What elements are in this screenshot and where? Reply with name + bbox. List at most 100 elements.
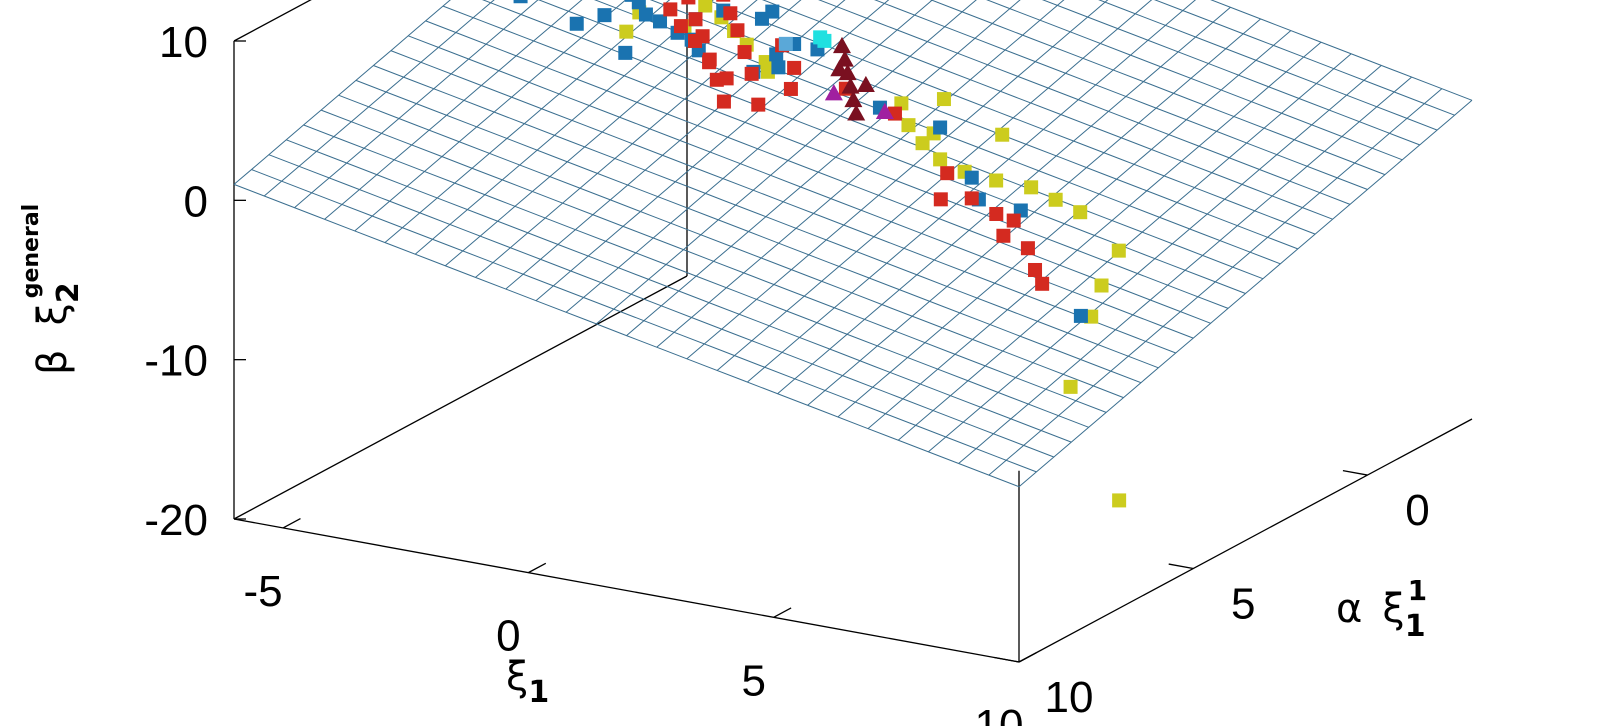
- z-axis-label: β ξ2 general: [19, 204, 86, 375]
- point-4-0: [824, 84, 843, 101]
- x-tick-2: [773, 607, 792, 618]
- point-2-23: [681, 0, 696, 5]
- y-tick-1: [1168, 563, 1194, 570]
- z-axis-label-subscript: 2: [51, 282, 86, 303]
- point-1-26: [1073, 308, 1088, 323]
- point-0-6: [698, 0, 713, 13]
- mesh-line-x-14: [656, 0, 1065, 348]
- point-1-23: [933, 120, 948, 135]
- point-1-27: [569, 16, 584, 31]
- mesh-line-x-2: [294, 0, 539, 209]
- point-0-33: [1112, 493, 1127, 508]
- mesh-line-x-11: [565, 0, 934, 313]
- data-points: [513, 0, 1127, 508]
- z-axis-label-prefix: β: [30, 349, 76, 375]
- mesh-line-x-26: [1018, 99, 1473, 488]
- x-tick-label-2: 5: [741, 656, 765, 705]
- point-3-3: [841, 77, 860, 94]
- y-tick-2: [994, 656, 1020, 663]
- point-0-26: [995, 127, 1010, 142]
- point-2-35: [940, 166, 955, 181]
- z-axis-label-superscript: general: [19, 204, 44, 299]
- point-3-5: [847, 104, 866, 121]
- point-0-32: [1063, 379, 1078, 394]
- point-1-14: [754, 11, 769, 26]
- mesh-line-x-9: [505, 0, 846, 290]
- series-4: [824, 84, 894, 119]
- mesh-line-x-24: [958, 76, 1412, 464]
- z-tick-label-1: 0: [184, 177, 208, 226]
- x-tick-label-0: -5: [244, 567, 283, 616]
- mesh-line-x-5: [384, 0, 671, 243]
- mesh-line-y-3: [1041, 0, 1420, 146]
- mesh-line-x-19: [807, 18, 1262, 406]
- fitted-plane-mesh: [233, 0, 1473, 488]
- mesh-line-x-17: [746, 0, 1197, 383]
- mesh-line-x-25: [988, 88, 1443, 476]
- point-0-18: [901, 118, 916, 133]
- point-0-30: [1094, 278, 1109, 293]
- point-3-0: [832, 36, 851, 54]
- point-0-25: [1073, 205, 1088, 220]
- series-5: [813, 30, 832, 48]
- point-0-20: [933, 152, 948, 167]
- mesh-line-y-2: [1098, 0, 1438, 131]
- point-2-41: [1035, 276, 1050, 291]
- point-2-38: [996, 228, 1011, 243]
- mesh-line-x-20: [837, 30, 1292, 418]
- axis-ticks: [234, 40, 1368, 663]
- z-tick-label-2: -10: [144, 337, 208, 386]
- point-2-28: [716, 94, 731, 109]
- x-axis-label-symbol: ξ: [506, 654, 528, 700]
- point-3-7: [856, 75, 875, 93]
- point-2-39: [1020, 241, 1035, 256]
- point-0-14: [619, 24, 634, 39]
- point-1-4: [624, 0, 639, 2]
- y-axis-label-prefix: α: [1336, 586, 1362, 632]
- box-edge-6: [233, 0, 312, 42]
- z-axis-label-symbol: ξ: [30, 303, 76, 325]
- point-4-1: [875, 102, 894, 119]
- point-2-40: [1028, 262, 1043, 277]
- point-1-28: [513, 0, 528, 4]
- point-2-34: [933, 192, 948, 207]
- x-axis-label: ξ1: [506, 654, 549, 710]
- mesh-line-y-0: [1210, 0, 1473, 101]
- point-0-12: [760, 64, 775, 79]
- point-2-16: [716, 0, 731, 2]
- mesh-line-x-16: [716, 0, 1153, 371]
- point-2-36: [964, 191, 979, 206]
- mesh-line-x-15: [686, 0, 1109, 360]
- y-axis-label-subscript: 1: [1405, 609, 1426, 644]
- series-6: [778, 36, 793, 51]
- x-tick-3: [1018, 652, 1037, 663]
- point-2-42: [1006, 213, 1021, 228]
- z-tick-label-3: -20: [144, 496, 208, 545]
- mesh-line-x-7: [444, 0, 758, 267]
- mesh-line-y-1: [1154, 0, 1455, 116]
- mesh-line-x-6: [414, 0, 714, 255]
- z-tick-label-0: 10: [159, 18, 208, 67]
- point-6-0: [778, 36, 793, 51]
- svg-text:βξ2general: β ξ2 general: [19, 204, 86, 375]
- point-0-19: [915, 136, 930, 151]
- mesh-line-y-5: [930, 0, 1386, 176]
- mesh-line-x-18: [777, 6, 1231, 395]
- point-2-46: [751, 97, 766, 112]
- mesh-line-x-13: [626, 0, 1021, 336]
- point-2-27: [709, 72, 724, 87]
- mesh-line-x-3: [324, 0, 583, 220]
- point-0-22: [989, 173, 1004, 188]
- point-1-20: [771, 60, 786, 75]
- point-2-31: [787, 60, 802, 75]
- y-tick-label-0: 0: [1405, 486, 1429, 535]
- point-2-26: [702, 52, 717, 67]
- mesh-line-x-23: [928, 65, 1382, 453]
- point-2-25: [695, 29, 710, 44]
- y-axis-label-symbol: ξ: [1382, 586, 1404, 632]
- point-2-17: [723, 6, 738, 21]
- y-tick-label-2: 10: [1045, 673, 1094, 722]
- point-2-20: [744, 66, 759, 81]
- point-1-24: [964, 170, 979, 185]
